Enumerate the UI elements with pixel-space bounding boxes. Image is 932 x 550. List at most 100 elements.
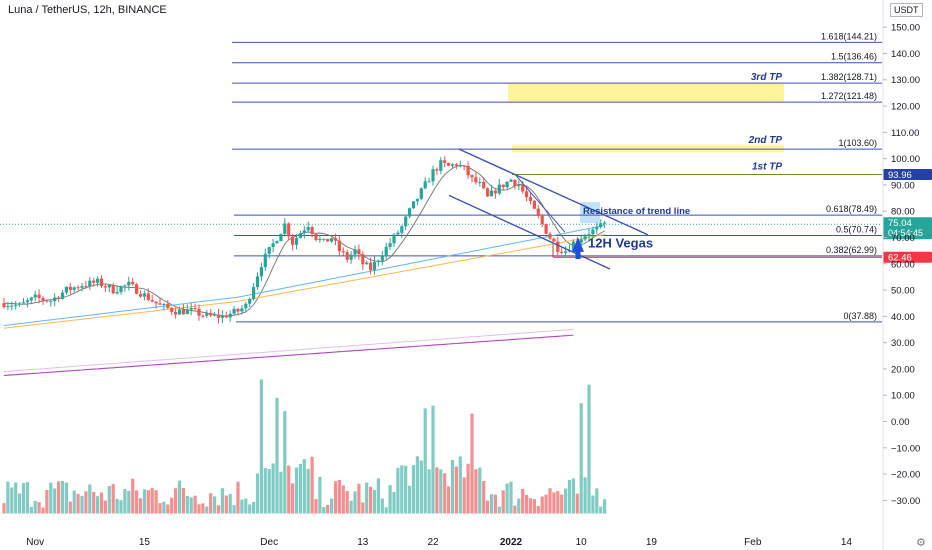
volume-bar [279, 471, 283, 514]
y-tick-label: −10.00 [891, 443, 920, 454]
x-tick-label: Feb [744, 537, 762, 548]
volume-bar [45, 490, 49, 514]
candle-body [353, 249, 357, 255]
volume-bar [415, 456, 419, 514]
volume-bar [64, 482, 68, 514]
volume-bar [92, 491, 96, 514]
volume-bar [322, 507, 326, 514]
volume-bar [193, 495, 197, 514]
candle-body [466, 165, 470, 176]
candle-body [185, 309, 189, 315]
ema-orange-line [3, 234, 605, 329]
volume-bar [528, 498, 533, 514]
candle-body [408, 208, 412, 217]
volume-bar [18, 493, 22, 514]
candle-body [322, 238, 326, 240]
volume-bar [462, 477, 466, 514]
candle-body [501, 184, 505, 188]
volume-bar [326, 504, 330, 514]
candle-body [341, 251, 345, 253]
volume-bar [189, 497, 193, 514]
candle-body [76, 287, 80, 289]
volume-bar [571, 478, 575, 514]
y-tick-label: 150.00 [891, 23, 920, 34]
time-axis: Nov 15 Dec 13 22 2022 10 19 Feb 14 [26, 537, 852, 548]
price-axis: 150.00 140.00 130.00 120.00 110.00 100.00 90.0… [882, 0, 920, 550]
candle-body [536, 208, 540, 216]
candle-body [450, 164, 455, 166]
gear-icon[interactable]: ⚙ [916, 537, 926, 549]
candle-body [255, 276, 260, 288]
volume-bar [60, 480, 65, 514]
volume-bar [68, 501, 72, 514]
candle-body [220, 315, 224, 318]
volume-bar [560, 494, 564, 514]
currency-label[interactable]: USDT [890, 3, 923, 17]
candle-body [482, 181, 486, 189]
candle-body [29, 297, 33, 301]
volume-bar [314, 499, 318, 514]
volume-bar [579, 403, 583, 514]
volume-bar [376, 478, 380, 514]
ema-purple-line [3, 334, 574, 377]
volume-bar [505, 483, 509, 514]
candle-body [521, 185, 525, 192]
tp-zones [508, 83, 784, 224]
volume-bar [154, 490, 158, 514]
candle-body [248, 299, 252, 304]
volume-bar [365, 482, 369, 514]
candle-body [205, 313, 209, 316]
volume-bar [497, 506, 501, 514]
volume-bar [419, 460, 423, 514]
volume-bar [544, 494, 548, 514]
candle-body [57, 297, 61, 299]
volume-bar [103, 500, 107, 514]
volume-bar [252, 501, 256, 514]
candle-body [384, 246, 388, 257]
candle-body [372, 261, 377, 271]
candle-body [415, 198, 419, 202]
fib-level-label: 1.5(136.46) [831, 52, 877, 62]
candle-body [131, 281, 135, 285]
volume-bar [84, 491, 88, 514]
volume-bar [435, 467, 439, 514]
volume-bar [384, 507, 388, 514]
volume-bar [337, 479, 341, 514]
candle-body [14, 304, 18, 306]
volume-bar [298, 463, 302, 514]
candle-body [454, 164, 458, 166]
volume-bar [224, 495, 228, 514]
candle-body [400, 226, 404, 233]
x-tick-label: Dec [260, 537, 278, 548]
candle-body [236, 308, 240, 312]
candle-body [419, 188, 423, 199]
candle-body [306, 227, 310, 231]
volume-bar [591, 495, 595, 514]
volume-bar [255, 473, 260, 514]
candle-body [80, 286, 84, 288]
candle-body [283, 223, 287, 234]
volume-bar [423, 408, 427, 514]
candle-body [135, 284, 139, 294]
volume-bar [185, 495, 189, 514]
volume-bar [532, 499, 536, 514]
volume-bar [76, 493, 80, 514]
candle-body [583, 236, 587, 240]
volume-bar [6, 481, 10, 514]
volume-bar [275, 397, 279, 514]
candle-body [513, 179, 517, 186]
volume-bar [29, 506, 33, 514]
candle-body [571, 241, 575, 251]
x-tick-label: 15 [139, 537, 151, 548]
channel-upper [458, 148, 649, 236]
candle-body [462, 165, 466, 167]
candle-body [45, 300, 49, 302]
candle-body [209, 313, 213, 316]
price-badge-label: 62.46 [888, 253, 912, 264]
candle-body [595, 227, 599, 230]
volume-bar [595, 488, 599, 514]
candle-body [193, 308, 197, 310]
candle-body [37, 294, 41, 298]
volume-bar [2, 503, 6, 514]
